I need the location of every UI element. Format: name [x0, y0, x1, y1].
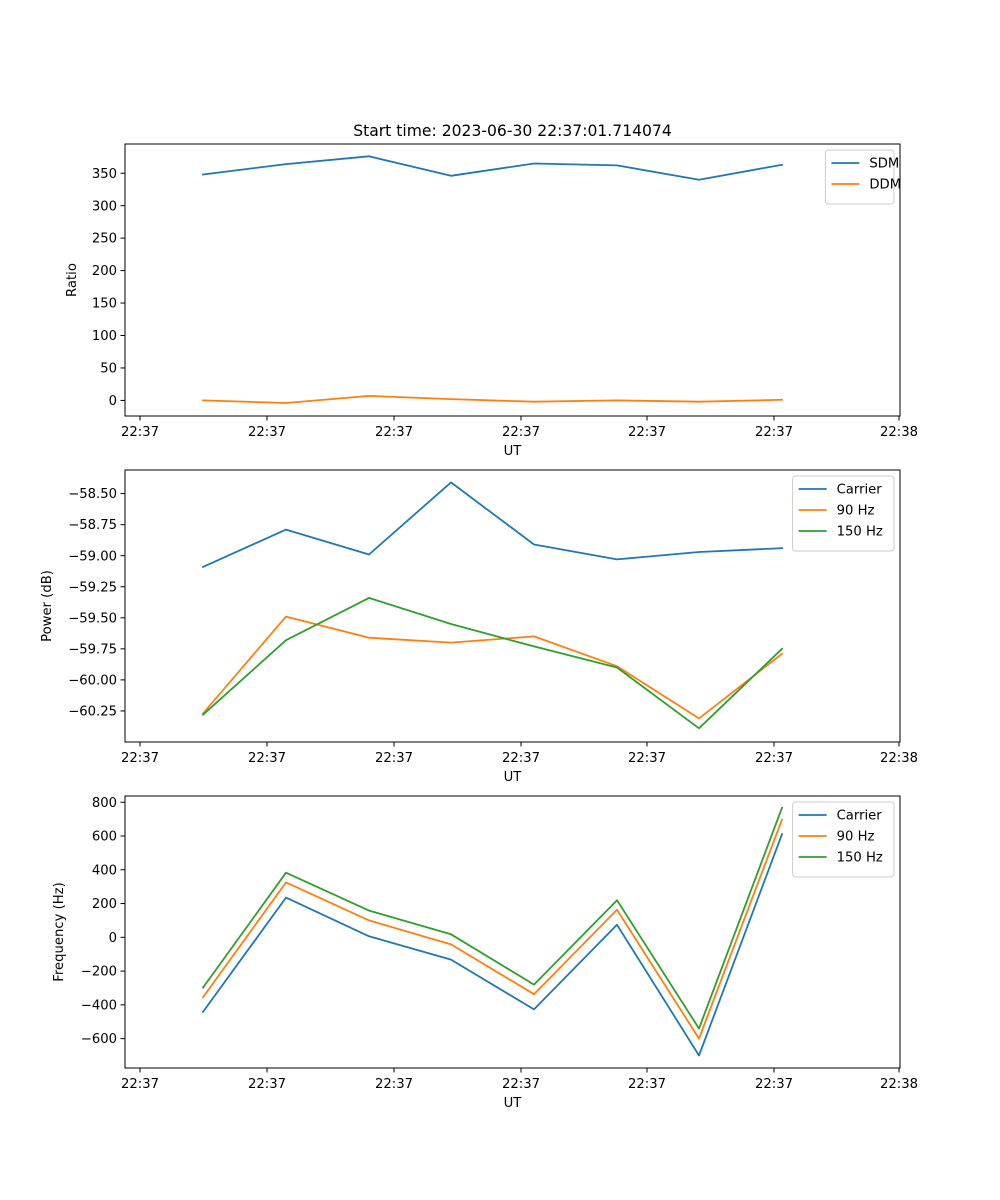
- series-line-90-hz: [201, 615, 784, 720]
- y-tick-label: 400: [92, 863, 117, 878]
- legend: Carrier 90 Hz 150 Hz: [792, 475, 895, 552]
- x-tick-label: 22:37: [248, 751, 286, 766]
- legend-label-carrier: Carrier: [837, 809, 883, 824]
- x-tick-label: 22:37: [502, 425, 540, 440]
- chart-title: Start time: 2023-06-30 22:37:01.714074: [353, 122, 672, 140]
- series-line-90-hz: [201, 818, 784, 1040]
- y-tick-label: −59.00: [68, 549, 117, 564]
- y-axis-label: Frequency (Hz): [52, 882, 67, 981]
- x-tick-label: 22:37: [755, 751, 793, 766]
- x-tick-label: 22:37: [121, 1077, 159, 1092]
- series-line-carrier: [201, 481, 783, 569]
- x-tick-label: 22:37: [121, 751, 159, 766]
- legend: Carrier 90 Hz 150 Hz: [792, 801, 895, 878]
- legend-label-90-hz: 90 Hz: [837, 830, 875, 845]
- y-axis-label: Power (dB): [40, 570, 55, 642]
- legend-label-ddm: DDM: [869, 178, 901, 193]
- axes-frame: [124, 469, 901, 743]
- legend-label-150-hz: 150 Hz: [837, 851, 883, 866]
- legend-box: [792, 801, 895, 878]
- axes-frame: [124, 795, 901, 1069]
- axes-2: 22:37 22:37 22:37 22:37 22:37 22:37 22:38 −58.5…: [40, 469, 918, 785]
- y-tick-label: −59.50: [68, 611, 117, 626]
- x-tick-label: 22:37: [375, 425, 413, 440]
- x-tick-label: 22:37: [375, 751, 413, 766]
- y-tick-label: 200: [92, 897, 117, 912]
- x-tick-label: 22:37: [628, 751, 666, 766]
- y-tick-label: −60.25: [68, 705, 117, 720]
- y-tick-label: 350: [92, 167, 117, 182]
- legend-label-carrier: Carrier: [837, 483, 883, 498]
- y-axis-label: Ratio: [65, 263, 80, 297]
- y-tick-label: 50: [100, 362, 117, 377]
- y-tick-label: −59.75: [68, 642, 117, 657]
- legend-label-sdm: SDM: [869, 157, 899, 172]
- y-tick-label: 0: [109, 394, 117, 409]
- x-tick-label: 22:38: [880, 425, 918, 440]
- x-tick-label: 22:37: [628, 1077, 666, 1092]
- y-tick-label: 300: [92, 199, 117, 214]
- x-axis-label: UT: [504, 1096, 523, 1111]
- x-axis-label: UT: [504, 770, 523, 785]
- x-tick-label: 22:37: [375, 1077, 413, 1092]
- x-tick-label: 22:38: [880, 1077, 918, 1092]
- series-line-carrier: [201, 833, 784, 1057]
- x-axis-label: UT: [504, 444, 523, 459]
- y-tick-label: 0: [109, 931, 117, 946]
- y-tick-label: −400: [81, 998, 117, 1013]
- series-line-ddm: [202, 394, 783, 404]
- axes-1: 22:37 22:37 22:37 22:37 22:37 22:37 22:38 0 50 10…: [65, 122, 918, 459]
- axes-3: 22:37 22:37 22:37 22:37 22:37 22:37 22:38 800 60…: [52, 795, 918, 1111]
- x-tick-label: 22:37: [248, 425, 286, 440]
- series-line-150-hz: [201, 806, 784, 1030]
- legend: SDM DDM: [824, 149, 901, 205]
- y-tick-label: 600: [92, 830, 117, 845]
- y-tick-label: 250: [92, 232, 117, 247]
- y-tick-label: −60.00: [68, 673, 117, 688]
- x-tick-label: 22:37: [248, 1077, 286, 1092]
- y-tick-label: 100: [92, 329, 117, 344]
- legend-label-90-hz: 90 Hz: [837, 504, 875, 519]
- x-tick-label: 22:37: [628, 425, 666, 440]
- y-tick-label: 800: [92, 796, 117, 811]
- x-tick-label: 22:37: [502, 1077, 540, 1092]
- series-line-150-hz: [201, 597, 784, 730]
- y-tick-label: −600: [81, 1032, 117, 1047]
- y-tick-label: −58.50: [68, 487, 117, 502]
- x-tick-label: 22:37: [502, 751, 540, 766]
- y-tick-label: 150: [92, 297, 117, 312]
- legend-label-150-hz: 150 Hz: [837, 525, 883, 540]
- legend-box: [792, 475, 895, 552]
- x-tick-label: 22:37: [755, 1077, 793, 1092]
- x-tick-label: 22:37: [755, 425, 793, 440]
- axes-frame: [124, 143, 901, 417]
- x-tick-label: 22:38: [880, 751, 918, 766]
- series-line-sdm: [201, 155, 784, 181]
- y-tick-label: −58.75: [68, 518, 117, 533]
- x-tick-label: 22:37: [121, 425, 159, 440]
- y-tick-label: 200: [92, 264, 117, 279]
- y-tick-label: −200: [81, 965, 117, 980]
- y-tick-label: −59.25: [68, 580, 117, 595]
